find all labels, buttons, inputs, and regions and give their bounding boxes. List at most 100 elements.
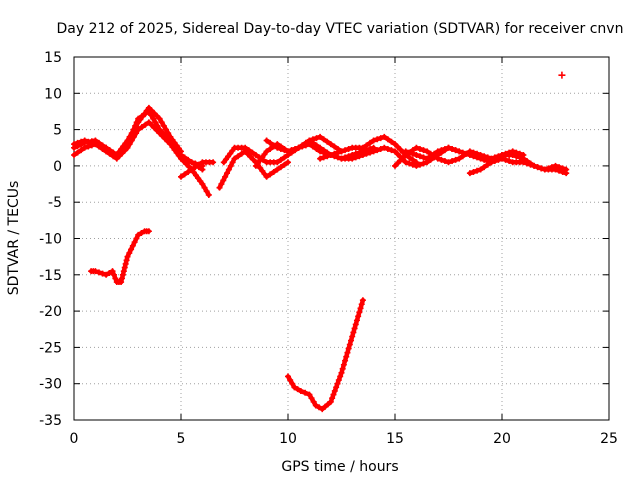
data-point: [310, 398, 317, 405]
data-point: [106, 147, 113, 154]
data-point: [103, 144, 110, 151]
data-point: [463, 150, 470, 157]
data-point: [309, 143, 316, 150]
data-point: [374, 147, 381, 154]
data-point: [509, 152, 516, 159]
data-point: [531, 162, 538, 169]
y-tick-label: -30: [39, 377, 62, 393]
data-point: [516, 154, 523, 161]
data-point: [481, 156, 488, 163]
data-point: [559, 165, 566, 172]
data-point: [316, 404, 323, 411]
data-point: [474, 167, 481, 174]
data-point: [263, 137, 270, 144]
data-point: [520, 155, 527, 162]
x-axis-label: GPS time / hours: [281, 459, 398, 475]
data-point: [285, 373, 291, 380]
data-point: [95, 269, 102, 276]
data-point: [381, 133, 388, 140]
data-point: [416, 161, 423, 168]
data-point: [545, 165, 552, 172]
x-tick-label: 20: [493, 431, 511, 447]
data-point: [306, 391, 313, 398]
data-point: [299, 143, 306, 150]
data-point: [538, 165, 545, 172]
data-point: [270, 168, 277, 175]
data-point: [523, 158, 530, 165]
chart-title: Day 212 of 2025, Sidereal Day-to-day VTE…: [57, 21, 624, 37]
data-point: [534, 164, 541, 171]
data-point: [381, 144, 388, 151]
data-point: [118, 279, 125, 286]
data-point: [150, 115, 157, 122]
data-point: [413, 162, 420, 169]
data-point: [470, 168, 477, 175]
data-point: [160, 122, 167, 129]
data-point: [292, 145, 299, 152]
data-point: [152, 119, 159, 126]
data-point: [459, 149, 466, 156]
y-tick-label: -15: [39, 268, 62, 284]
data-point: [330, 391, 337, 398]
data-point: [363, 150, 370, 157]
data-point: [351, 325, 358, 332]
data-point: [267, 139, 274, 146]
data-point: [317, 148, 324, 155]
data-point: [124, 144, 131, 151]
data-point: [178, 148, 184, 155]
data-point: [441, 145, 448, 152]
data-point: [121, 264, 128, 271]
data-point: [420, 147, 427, 154]
data-point: [377, 135, 384, 142]
data-point: [195, 161, 202, 168]
data-point: [238, 150, 245, 157]
series-track-17: [285, 297, 366, 412]
data-point: [216, 184, 223, 191]
y-tick-label: -10: [39, 232, 62, 248]
axis-ticks: 0 5 10 15 20 25 -35 -30 -25 -20 -15 -10 -5 0 5 10 15: [39, 50, 618, 447]
data-point: [309, 136, 316, 143]
data-point: [205, 191, 212, 198]
data-point: [438, 147, 445, 154]
data-point: [352, 321, 359, 328]
data-point: [466, 170, 473, 177]
data-point: [225, 166, 232, 173]
data-point: [133, 122, 140, 129]
data-point: [452, 156, 459, 163]
data-point: [142, 121, 149, 128]
data-point: [484, 161, 491, 168]
data-point: [71, 141, 77, 148]
data-point: [335, 377, 342, 384]
data-point: [424, 148, 431, 155]
data-point: [119, 271, 126, 278]
data-points: [71, 71, 570, 413]
data-point: [158, 119, 165, 126]
data-point: [267, 171, 274, 178]
data-point: [416, 145, 423, 152]
data-point: [527, 160, 534, 167]
data-point: [434, 148, 441, 155]
data-point: [218, 181, 225, 188]
data-point: [342, 147, 349, 154]
data-point: [474, 154, 481, 161]
data-point: [331, 150, 338, 157]
data-point: [110, 271, 117, 278]
y-tick-label: 15: [44, 50, 62, 66]
data-point: [413, 152, 420, 159]
y-axis-label: SDTVAR / TECUs: [6, 181, 22, 296]
data-point: [199, 181, 206, 188]
data-point: [337, 373, 344, 380]
data-point: [188, 166, 195, 173]
data-point: [297, 387, 304, 394]
data-point: [78, 147, 85, 154]
data-point: [203, 188, 210, 195]
x-tick-label: 5: [177, 431, 186, 447]
data-point: [313, 145, 320, 152]
data-point: [267, 145, 274, 152]
data-point: [477, 166, 484, 173]
data-point: [313, 135, 320, 142]
data-point: [106, 269, 113, 276]
data-point: [229, 159, 236, 166]
data-point: [120, 268, 127, 275]
data-point: [331, 143, 338, 150]
